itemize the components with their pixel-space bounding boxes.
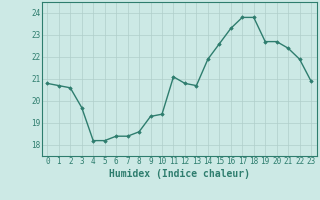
X-axis label: Humidex (Indice chaleur): Humidex (Indice chaleur)	[109, 169, 250, 179]
